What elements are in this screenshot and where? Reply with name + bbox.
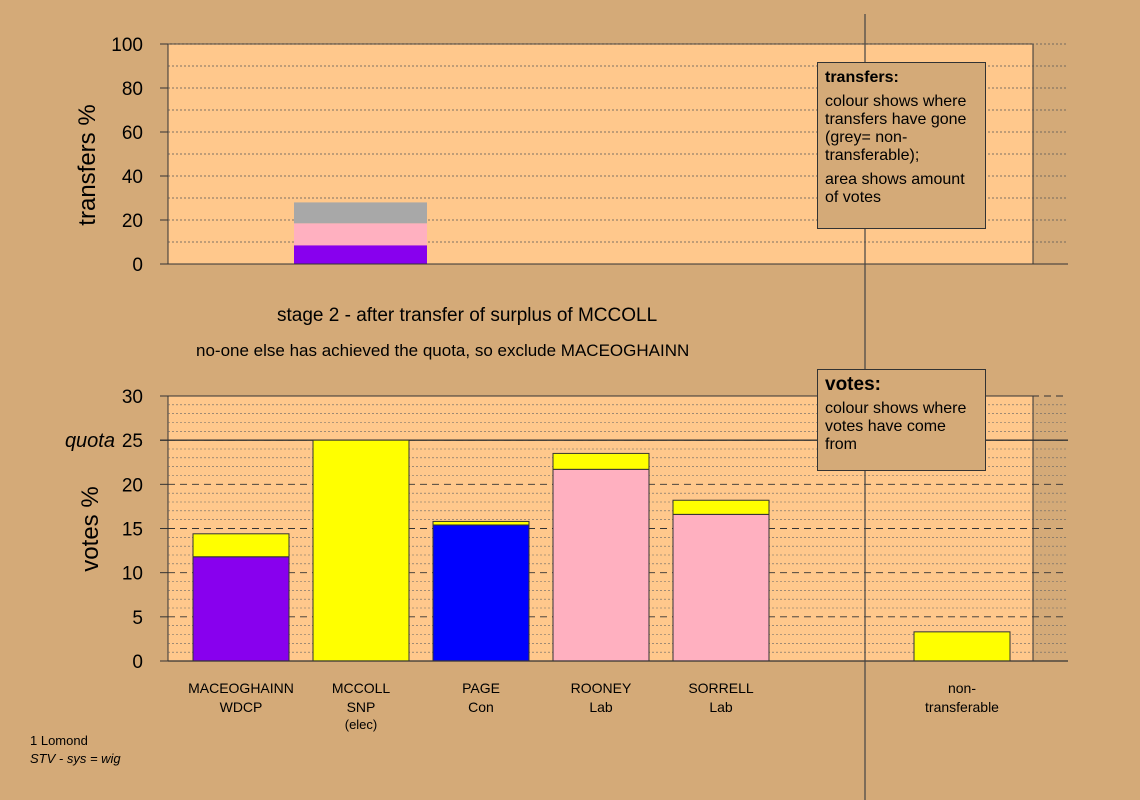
transfers-tick-label: 80 — [122, 79, 143, 100]
candidate-party-label: Lab — [709, 699, 733, 715]
candidate-name-label: MACEOGHAINN — [188, 680, 294, 696]
candidate-note-label: (elec) — [345, 717, 378, 732]
votes-bar-segment — [432, 524, 530, 662]
transfers-tick-label: 0 — [132, 255, 143, 276]
votes-bar-segment — [552, 468, 650, 662]
candidate-name-label: ROONEY — [571, 680, 632, 696]
candidate-party-label: transferable — [925, 699, 999, 715]
transfers-legend: transfers: colour shows where transfers … — [817, 62, 986, 229]
candidate-name-label: PAGE — [462, 680, 500, 696]
transfers-legend-text-1: colour shows where transfers have gone (… — [825, 93, 967, 164]
transfers-legend-title: transfers: — [825, 69, 899, 86]
votes-legend: votes: colour shows where votes have com… — [817, 369, 986, 471]
transfers-tick-label: 60 — [122, 123, 143, 144]
transfers-tick-label: 100 — [111, 35, 143, 56]
votes-bar-segment — [192, 556, 290, 662]
votes-bar-segment — [672, 513, 770, 662]
stage-subtitle: no-one else has achieved the quota, so e… — [196, 341, 690, 360]
votes-bar-segment — [913, 631, 1011, 662]
candidate-name-label: SORRELL — [688, 680, 754, 696]
transfers-tick-label: 40 — [122, 167, 143, 188]
candidate-name-label: MCCOLL — [332, 680, 391, 696]
transfers-axis-label: transfers % — [74, 104, 101, 225]
votes-bar-segment — [192, 533, 290, 558]
votes-tick-label: 15 — [122, 520, 143, 541]
votes-tick-label: 5 — [132, 608, 143, 629]
footer-constituency: 1 Lomond — [30, 733, 88, 748]
votes-tick-label: 20 — [122, 475, 143, 496]
votes-tick-label: 30 — [122, 387, 143, 408]
candidate-party-label: SNP — [347, 699, 376, 715]
footer-system: STV - sys = wig — [30, 751, 121, 766]
transfers-bar-segment — [294, 223, 427, 246]
votes-bar-segment — [312, 439, 410, 662]
stage-title: stage 2 - after transfer of surplus of M… — [277, 305, 658, 326]
votes-bar-segment — [672, 499, 770, 515]
candidate-party-label: WDCP — [220, 699, 263, 715]
candidate-party-label: Lab — [589, 699, 613, 715]
votes-axis-label: votes % — [77, 486, 104, 571]
votes-tick-label: 10 — [122, 564, 143, 585]
votes-tick-label: 25 — [122, 431, 143, 452]
transfers-tick-label: 20 — [122, 211, 143, 232]
votes-legend-title: votes: — [825, 374, 881, 395]
votes-legend-text: colour shows where votes have come from — [825, 400, 967, 453]
candidate-party-label: Con — [468, 699, 494, 715]
votes-bar-segment — [552, 452, 650, 470]
candidate-name-label: non- — [948, 680, 976, 696]
transfers-bar-segment — [294, 245, 427, 264]
quota-label: quota — [65, 430, 115, 452]
votes-bar-segment — [432, 520, 530, 526]
transfers-bar-segment — [294, 202, 427, 224]
votes-tick-label: 0 — [132, 652, 143, 673]
transfers-legend-text-2: area shows amount of votes — [825, 171, 965, 206]
